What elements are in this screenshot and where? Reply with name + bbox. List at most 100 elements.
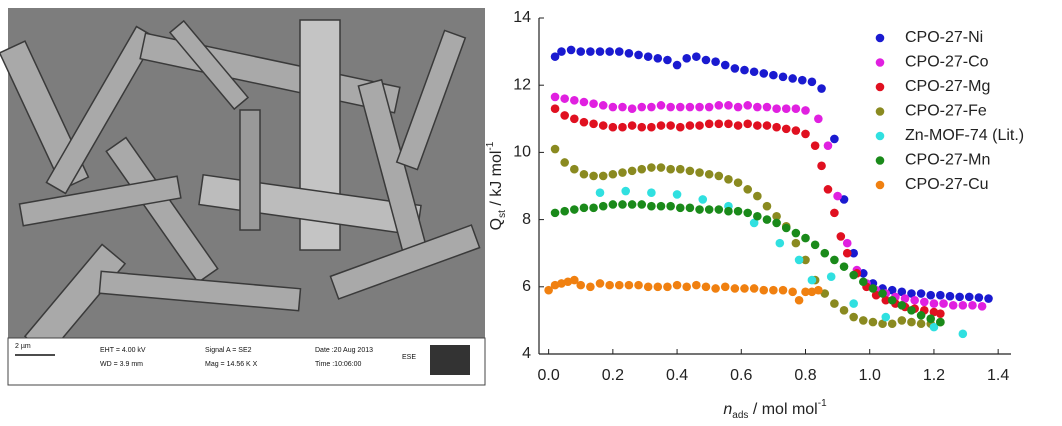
point (781, 104, 791, 114)
point (830, 134, 839, 144)
sem-image: 2 µm EHT = 4.00 kV WD = 3.9 mm Signal A … (0, 8, 486, 386)
legend-label: CPO-27-Cu (905, 176, 989, 193)
point (685, 203, 695, 213)
point (772, 104, 781, 114)
point (595, 47, 605, 56)
point (701, 55, 711, 65)
point (586, 282, 595, 292)
x-tick-label: 0.4 (666, 367, 688, 384)
point (769, 70, 778, 80)
point (557, 47, 566, 56)
point (887, 319, 897, 329)
point (560, 94, 569, 103)
point (733, 178, 743, 187)
point (791, 238, 801, 248)
point (762, 102, 772, 112)
point (823, 185, 833, 194)
point (675, 122, 685, 132)
point (666, 164, 675, 174)
point (704, 205, 714, 214)
point (743, 208, 753, 218)
point (955, 292, 964, 302)
point (685, 166, 695, 176)
point (605, 280, 614, 290)
point (714, 205, 724, 214)
point (881, 295, 891, 305)
point (740, 65, 749, 75)
point (810, 240, 820, 250)
point (647, 163, 656, 172)
x-tick-label: 1.2 (923, 367, 945, 384)
point (576, 47, 586, 56)
point (560, 206, 569, 216)
point (948, 300, 958, 310)
point (653, 54, 663, 63)
point (598, 171, 608, 181)
legend-label: Zn-MOF-74 (Lit.) (905, 127, 1024, 144)
point (945, 291, 955, 301)
point (618, 102, 627, 112)
label-sub: ads (732, 410, 748, 421)
point (907, 317, 916, 327)
point (830, 299, 839, 308)
point (701, 282, 711, 292)
point (586, 47, 595, 56)
point (730, 64, 740, 73)
point (637, 164, 647, 174)
point (579, 117, 589, 127)
point (672, 190, 682, 199)
point (595, 279, 605, 288)
point (839, 195, 849, 204)
y-tick-label: 8 (522, 211, 531, 228)
point (570, 96, 579, 105)
point (916, 319, 926, 329)
point (682, 282, 692, 292)
point (900, 294, 910, 303)
point (637, 200, 647, 209)
point (858, 277, 868, 287)
y-axis-label: Qst / kJ mol-1 (485, 141, 508, 230)
point (814, 285, 823, 295)
x-tick-label: 0.8 (794, 367, 816, 384)
point (704, 169, 714, 179)
point (663, 55, 672, 65)
point (672, 60, 682, 70)
point (695, 102, 704, 112)
point (560, 158, 569, 167)
point (817, 161, 826, 171)
point (814, 114, 823, 124)
point (643, 282, 653, 292)
point (634, 50, 643, 60)
point (974, 293, 984, 302)
x-tick-label: 0.0 (538, 367, 560, 384)
legend-marker (875, 58, 885, 67)
point (637, 102, 647, 112)
point (692, 280, 701, 290)
point (643, 52, 653, 61)
point (589, 99, 598, 108)
point (753, 121, 762, 130)
point (695, 168, 704, 177)
point (570, 164, 579, 174)
point (801, 255, 810, 265)
info-text: Signal A = SE2 (205, 347, 252, 354)
point (550, 52, 560, 61)
point (849, 270, 858, 280)
info-bar (7, 337, 486, 386)
point (656, 163, 666, 172)
point (666, 201, 675, 211)
point (916, 289, 926, 298)
point (926, 290, 936, 300)
y-tick-label: 4 (522, 345, 531, 362)
point (772, 218, 781, 228)
point (724, 119, 733, 129)
point (749, 218, 759, 228)
point (887, 295, 897, 305)
legend-label: CPO-27-Co (905, 54, 989, 71)
y-tick-label: 6 (522, 278, 531, 295)
point (566, 45, 576, 55)
point (817, 84, 826, 93)
label-main: Q (488, 218, 505, 230)
point (550, 92, 560, 102)
point (675, 102, 685, 112)
